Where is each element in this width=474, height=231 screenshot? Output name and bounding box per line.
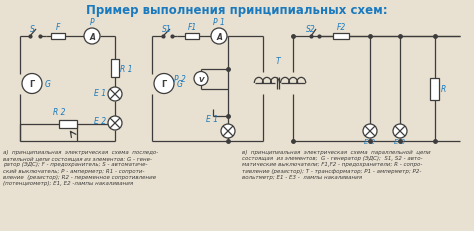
Bar	[51, 34, 65, 40]
Text: E 1: E 1	[206, 115, 218, 123]
Text: E 1: E 1	[94, 88, 106, 97]
Circle shape	[194, 72, 208, 86]
Bar	[333, 34, 349, 40]
Circle shape	[154, 74, 174, 94]
Text: A: A	[216, 32, 222, 41]
Circle shape	[221, 125, 235, 138]
Circle shape	[108, 88, 122, 102]
Circle shape	[211, 29, 227, 45]
Text: R 2: R 2	[53, 108, 65, 116]
Text: а)  принципиальная  электрическая  схема  последо-
вательной цепи состоящая из э: а) принципиальная электрическая схема по…	[3, 149, 158, 185]
Bar	[185, 34, 199, 40]
Text: R: R	[441, 85, 446, 94]
Text: S1: S1	[162, 25, 172, 34]
Text: в)  принципиальная  электрическая  схема  параллельной  цепи
состоящая  из элеме: в) принципиальная электрическая схема па…	[242, 149, 430, 179]
Circle shape	[363, 125, 377, 138]
Text: S2: S2	[306, 25, 316, 34]
Text: G: G	[177, 80, 183, 89]
Circle shape	[393, 125, 407, 138]
Text: V: V	[198, 76, 204, 82]
Circle shape	[84, 29, 100, 45]
Text: S: S	[30, 25, 35, 34]
Text: F: F	[56, 23, 60, 32]
Text: Г: Г	[161, 80, 167, 89]
Bar	[59, 121, 77, 128]
Text: P 1: P 1	[213, 18, 225, 27]
Text: Г: Г	[29, 80, 35, 89]
Text: E 2: E 2	[365, 138, 375, 144]
Bar	[430, 78, 439, 100]
Circle shape	[22, 74, 42, 94]
Bar	[111, 60, 119, 78]
Text: F2: F2	[337, 23, 346, 32]
Text: P: P	[90, 18, 94, 27]
Text: A: A	[89, 32, 95, 41]
Text: G: G	[45, 80, 51, 89]
Text: T: T	[276, 57, 280, 66]
Text: E 3: E 3	[394, 138, 406, 144]
Text: E 2: E 2	[94, 117, 106, 126]
Text: F1: F1	[187, 23, 197, 32]
Circle shape	[108, 116, 122, 131]
Text: P 2: P 2	[174, 75, 186, 84]
Text: Пример выполнения принципиальных схем:: Пример выполнения принципиальных схем:	[86, 4, 388, 17]
Text: R 1: R 1	[120, 64, 133, 73]
